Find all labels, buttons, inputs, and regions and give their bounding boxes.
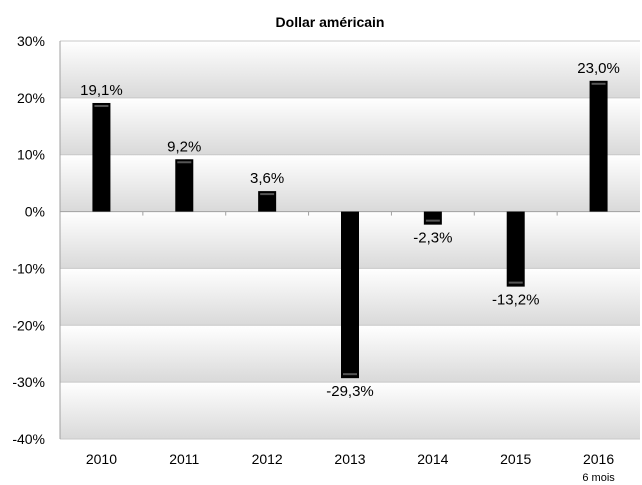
bar-2011 (175, 159, 194, 212)
plot-band (60, 154, 640, 212)
x-tick-label: 2014 (417, 451, 448, 467)
chart-title: Dollar américain (276, 14, 385, 30)
x-tick-label: 2013 (334, 451, 365, 467)
y-tick-label: -30% (12, 374, 45, 390)
data-label-2011: 9,2% (167, 138, 201, 155)
bar-2016 (589, 80, 608, 212)
y-tick-label: 10% (17, 147, 45, 163)
x-tick-label: 2011 (169, 451, 199, 467)
bar-highlight (591, 82, 606, 85)
bar-2015 (506, 211, 525, 287)
x-tick-label: 2016 (583, 451, 614, 467)
bar-2010 (92, 102, 111, 212)
y-axis-ticks: 30% 20% 10% 0% -10% -20% -30% -40% (12, 33, 45, 447)
data-label-2010: 19,1% (80, 82, 123, 99)
bar-highlight (177, 161, 192, 164)
data-label-2015: -13,2% (492, 292, 540, 309)
x-tick-label: 2012 (252, 451, 283, 467)
plot-band (60, 97, 640, 155)
y-tick-label: 20% (17, 90, 45, 106)
plot-band (60, 41, 640, 98)
bar-highlight (508, 281, 523, 284)
data-labels: 19,1% 9,2% 3,6% -29,3% -2,3% -13,2% 23,0% (80, 60, 620, 400)
y-tick-label: 0% (25, 204, 45, 220)
y-tick-label: -20% (12, 317, 45, 333)
data-label-2016: 23,0% (577, 60, 620, 77)
data-label-2013: -29,3% (326, 383, 374, 400)
x-tick-label: 2010 (86, 451, 117, 467)
x-tick-label: 2015 (500, 451, 531, 467)
data-label-2012: 3,6% (250, 170, 284, 187)
bar-highlight (94, 104, 109, 107)
x-tick-sublabel: 6 mois (582, 472, 615, 484)
bar-2012 (258, 191, 277, 212)
y-tick-label: -40% (12, 431, 45, 447)
y-tick-label: 30% (17, 33, 45, 49)
data-label-2014: -2,3% (413, 230, 452, 247)
bar-2014 (423, 211, 442, 225)
plot-band (60, 382, 640, 439)
bar-highlight (343, 373, 357, 376)
bar-highlight (260, 193, 275, 196)
bar-series (92, 80, 608, 379)
bar-2013 (341, 211, 359, 379)
x-axis-ticks: 2010 2011 2012 2013 2014 2015 2016 6 mois (86, 211, 615, 484)
y-tick-label: -10% (12, 260, 45, 276)
bar-highlight (425, 219, 440, 222)
